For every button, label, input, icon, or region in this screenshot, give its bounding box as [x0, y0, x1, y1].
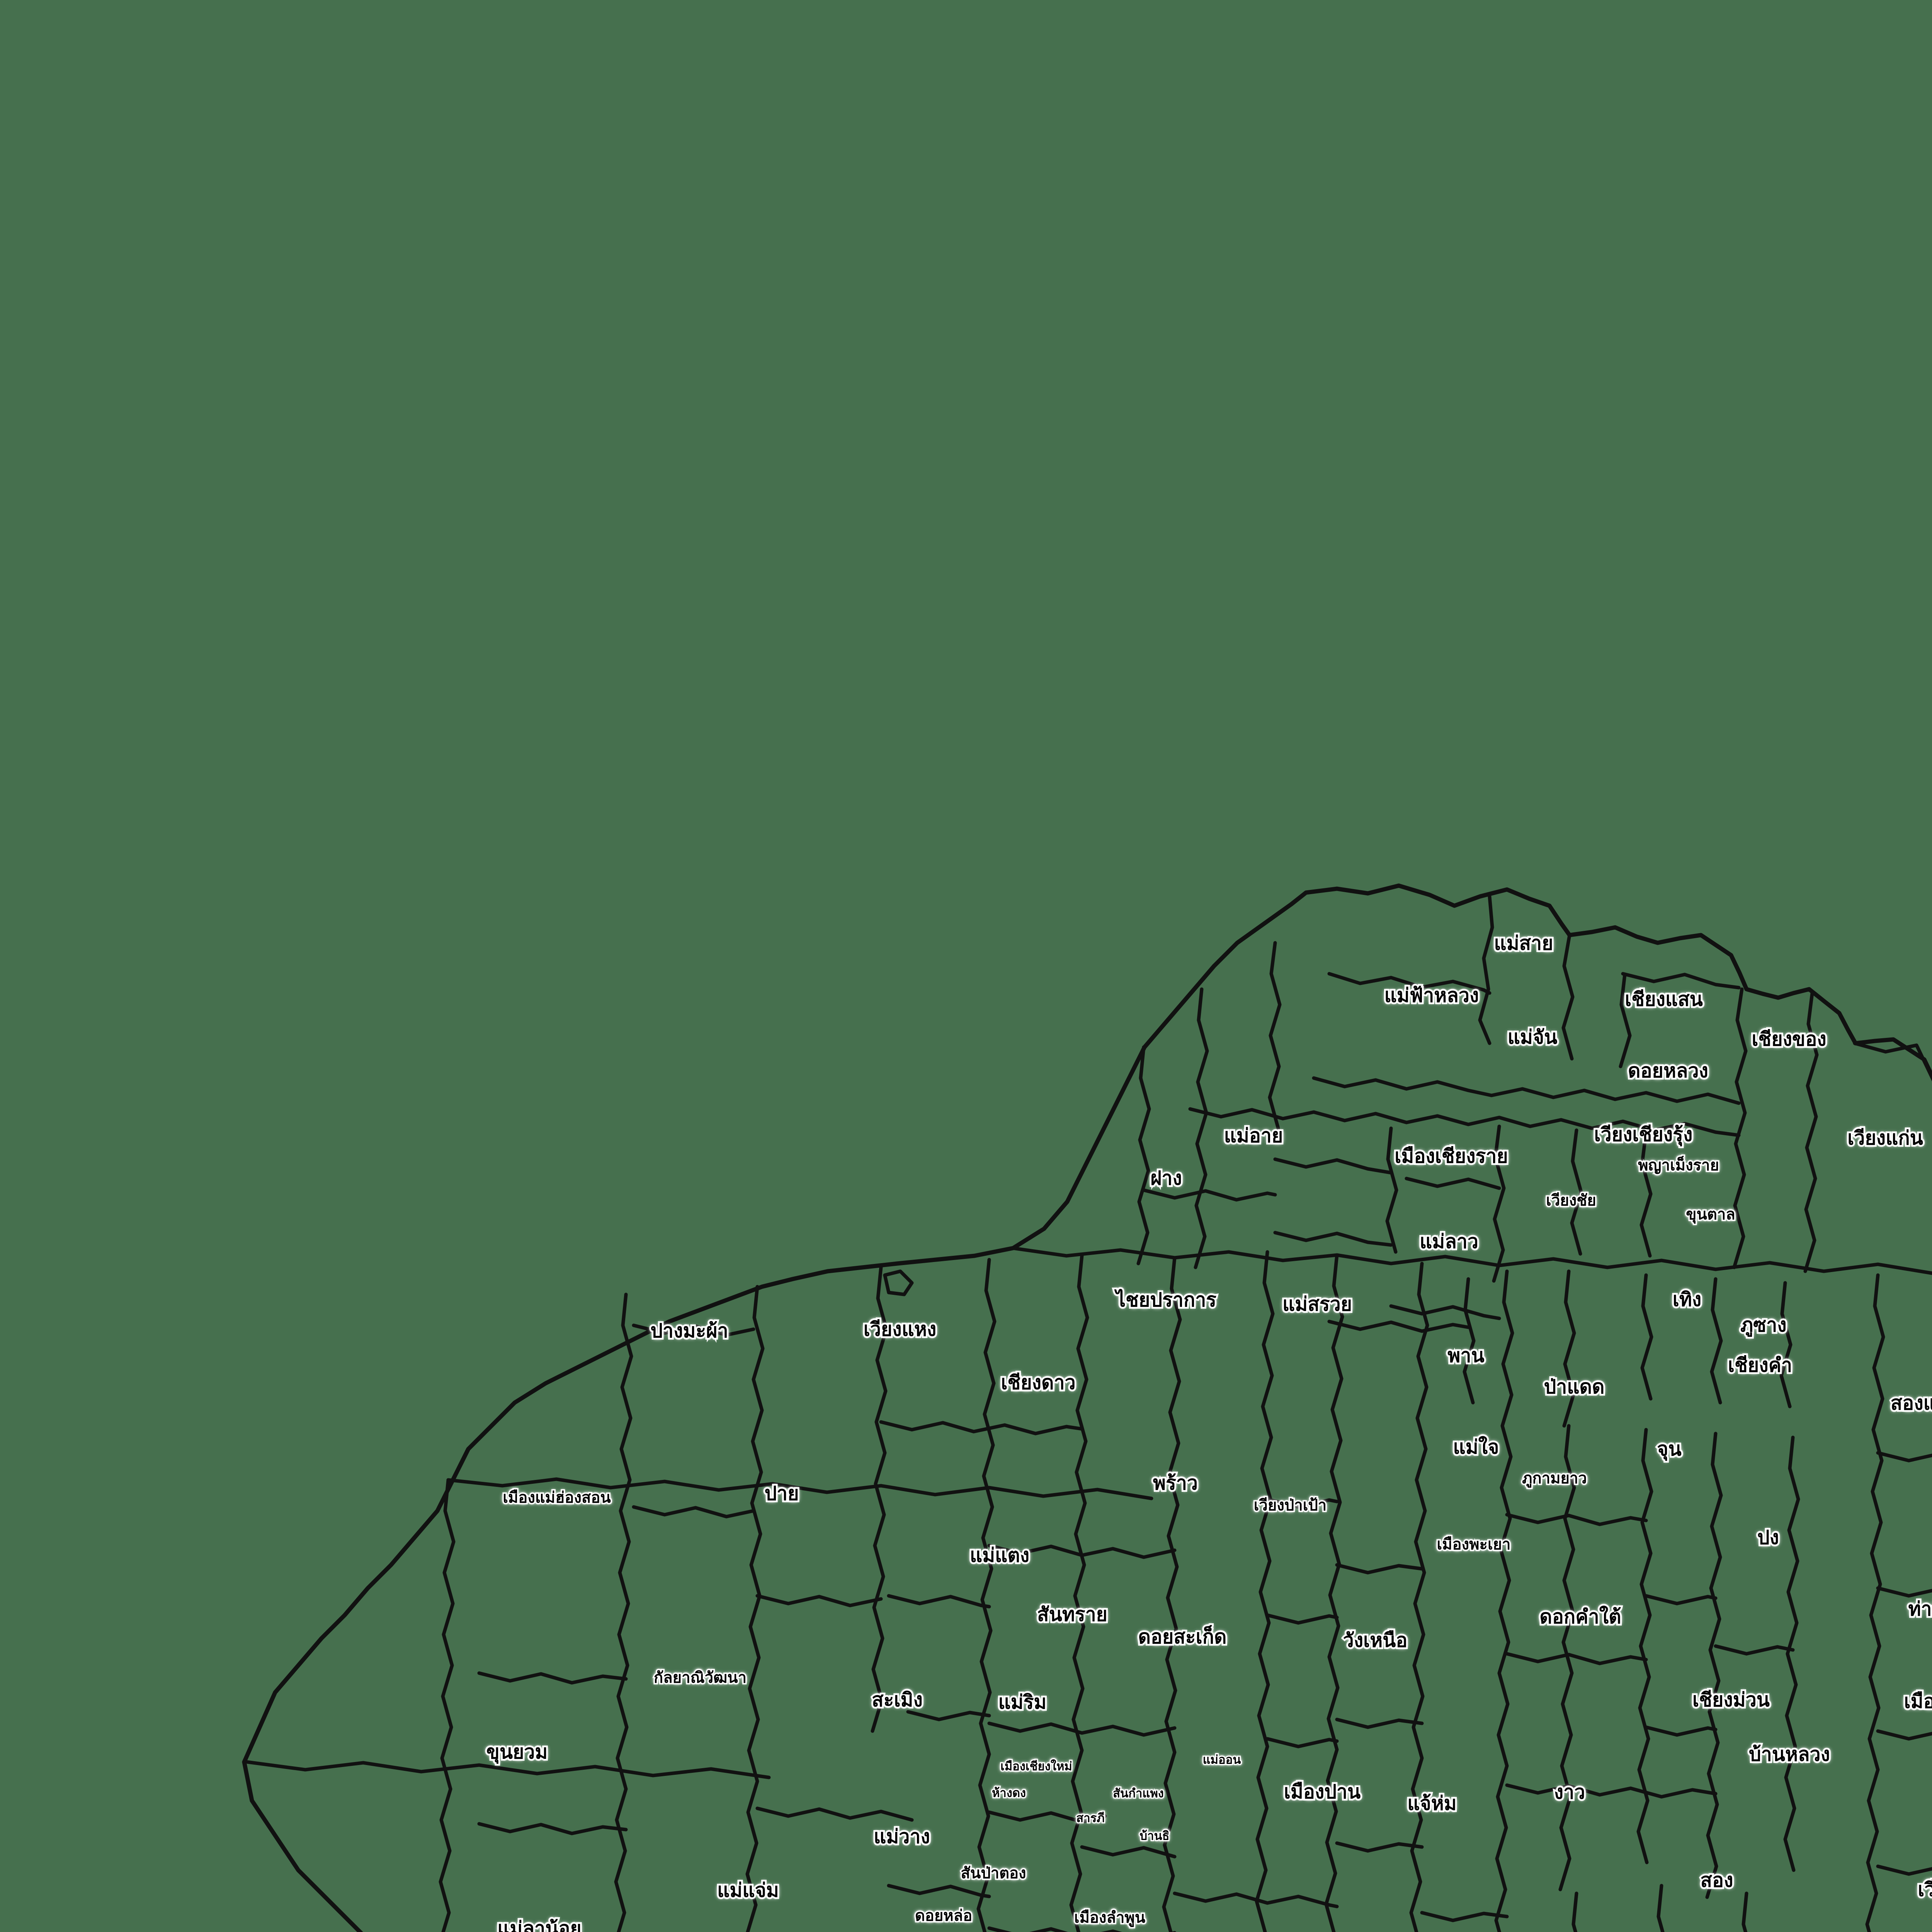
land-fill — [240, 885, 1932, 1932]
district-border-lines — [242, 883, 1932, 1932]
